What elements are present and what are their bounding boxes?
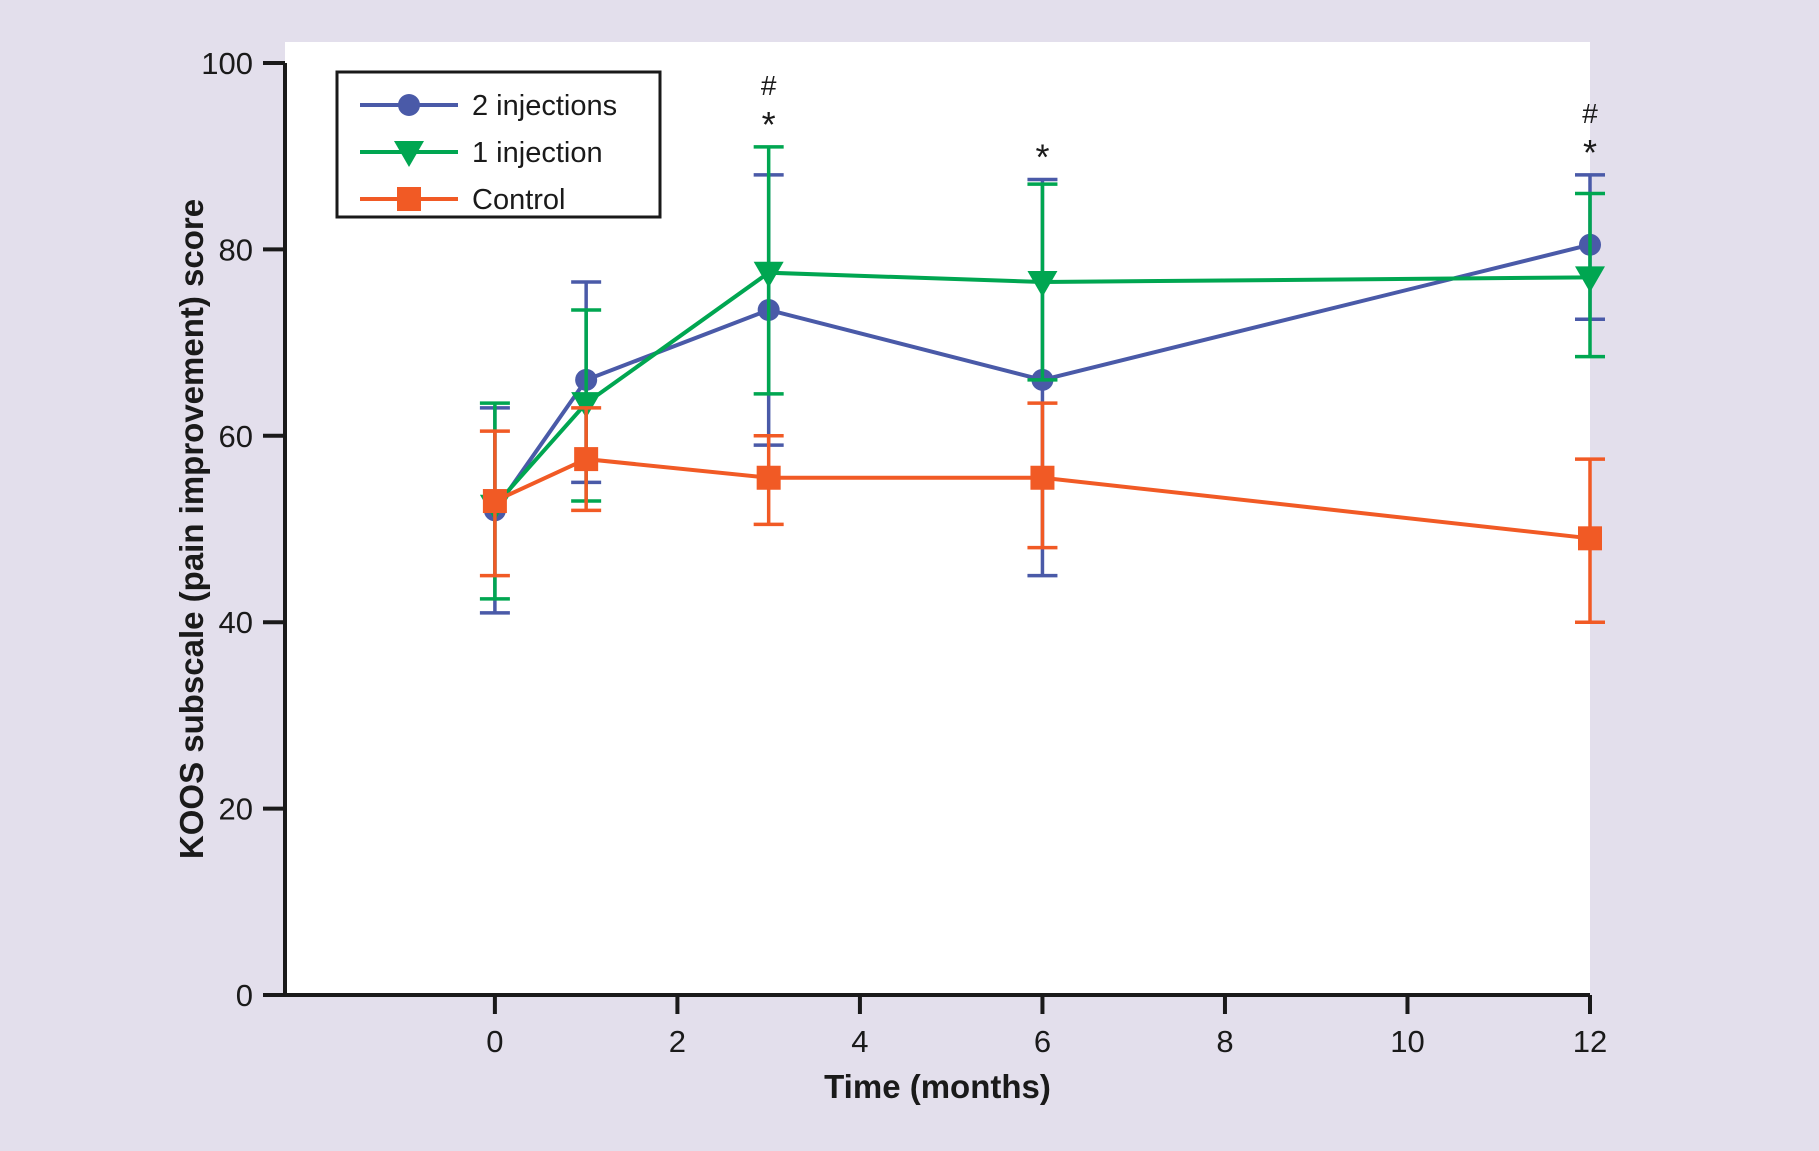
marker-square-control [1030, 465, 1055, 490]
x-axis-title: Time (months) [824, 1068, 1051, 1105]
y-tick-label: 100 [201, 46, 253, 81]
annotation-star: * [1035, 137, 1049, 178]
legend-marker-triangle-1-injection [394, 141, 424, 167]
marker-square-control [756, 465, 781, 490]
legend-label-1-injection: 1 injection [472, 137, 603, 169]
marker-triangle-1-injection [571, 392, 602, 419]
x-tick-label: 0 [486, 1024, 503, 1059]
y-tick-label: 0 [236, 978, 253, 1013]
legend-marker-square-control [397, 187, 421, 211]
x-tick-label: 4 [851, 1024, 868, 1059]
marker-square-control [574, 447, 599, 472]
annotation-hash: # [1582, 98, 1598, 129]
y-tick-label: 60 [219, 419, 253, 454]
y-axis-title: KOOS subscale (pain improvement) score [173, 199, 210, 859]
legend-label-2-injections: 2 injections [472, 90, 617, 122]
y-tick-label: 40 [219, 605, 253, 640]
marker-triangle-1-injection [1575, 266, 1605, 293]
annotation-star: * [762, 104, 776, 145]
y-tick-label: 80 [219, 232, 253, 267]
x-tick-label: 2 [669, 1024, 686, 1059]
x-tick-label: 12 [1573, 1024, 1607, 1059]
legend-label-control: Control [472, 184, 566, 216]
legend-marker-circle-2-injections [398, 94, 420, 116]
marker-square-control [1578, 526, 1602, 551]
annotation-star: * [1583, 132, 1597, 173]
x-tick-label: 8 [1216, 1024, 1233, 1059]
annotation-hash: # [761, 70, 777, 101]
legend-box [335, 70, 662, 219]
marker-triangle-1-injection [753, 261, 784, 288]
x-tick-label: 10 [1390, 1024, 1424, 1059]
marker-triangle-1-injection [1027, 271, 1058, 298]
x-tick-label: 6 [1034, 1024, 1051, 1059]
y-tick-label: 20 [219, 792, 253, 827]
marker-square-control [482, 489, 507, 514]
